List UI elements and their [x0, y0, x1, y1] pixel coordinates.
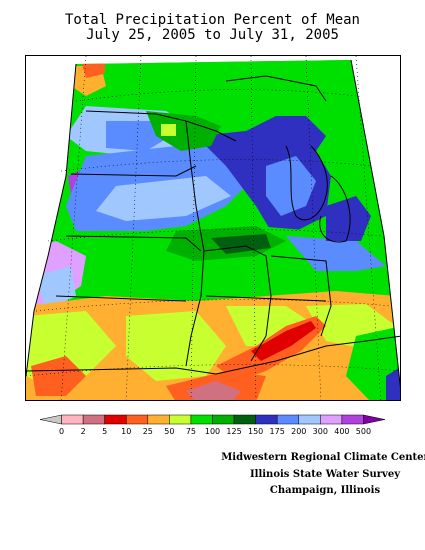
legend-label: 400	[334, 427, 349, 436]
legend-swatch	[363, 414, 386, 425]
boundaries	[26, 59, 400, 389]
legend-swatch	[82, 414, 105, 425]
legend-label: 300	[313, 427, 328, 436]
legend-swatch	[104, 414, 127, 425]
precipitation-map	[25, 55, 401, 401]
legend-label: 125	[226, 427, 241, 436]
credit-line2: Illinois State Water Survey	[249, 469, 401, 480]
legend-label: 50	[164, 427, 174, 436]
credit-line1: Midwestern Regional Climate Center	[221, 452, 425, 463]
map-title-line2: July 25, 2005 to July 31, 2005	[86, 27, 339, 43]
legend-swatch	[190, 414, 213, 425]
legend-swatch	[169, 414, 192, 425]
legend-label: 10	[121, 427, 131, 436]
color-legend: 0 2 5 10 25 50 75 100 125 150 175 200 300 400 500	[39, 413, 386, 443]
legend-swatch	[212, 414, 235, 425]
legend-swatch	[341, 414, 364, 425]
legend-swatch	[39, 414, 62, 425]
legend-swatch	[61, 414, 84, 425]
legend-label: 0	[59, 427, 64, 436]
map-canvas	[26, 56, 400, 400]
legend-label: 150	[248, 427, 263, 436]
legend-swatch	[147, 414, 170, 425]
legend-swatch	[276, 414, 299, 425]
legend-label: 200	[291, 427, 306, 436]
legend-swatch	[126, 414, 149, 425]
legend-label: 75	[186, 427, 196, 436]
legend-label: 25	[143, 427, 153, 436]
credit-line3: Champaign, Illinois	[269, 485, 381, 496]
precip-field	[26, 60, 400, 400]
graticule	[26, 56, 400, 400]
map-title-line1: Total Precipitation Percent of Mean	[64, 12, 360, 28]
legend-label: 5	[102, 427, 107, 436]
legend-swatch	[233, 414, 256, 425]
legend-swatch	[320, 414, 343, 425]
legend-label: 100	[205, 427, 220, 436]
legend-label: 500	[356, 427, 371, 436]
legend-bar: 0 2 5 10 25 50 75 100 125 150 175 200 300 400 500	[39, 414, 386, 436]
legend-swatch	[298, 414, 321, 425]
legend-label: 2	[81, 427, 86, 436]
legend-swatch	[255, 414, 278, 425]
legend-label: 175	[270, 427, 285, 436]
